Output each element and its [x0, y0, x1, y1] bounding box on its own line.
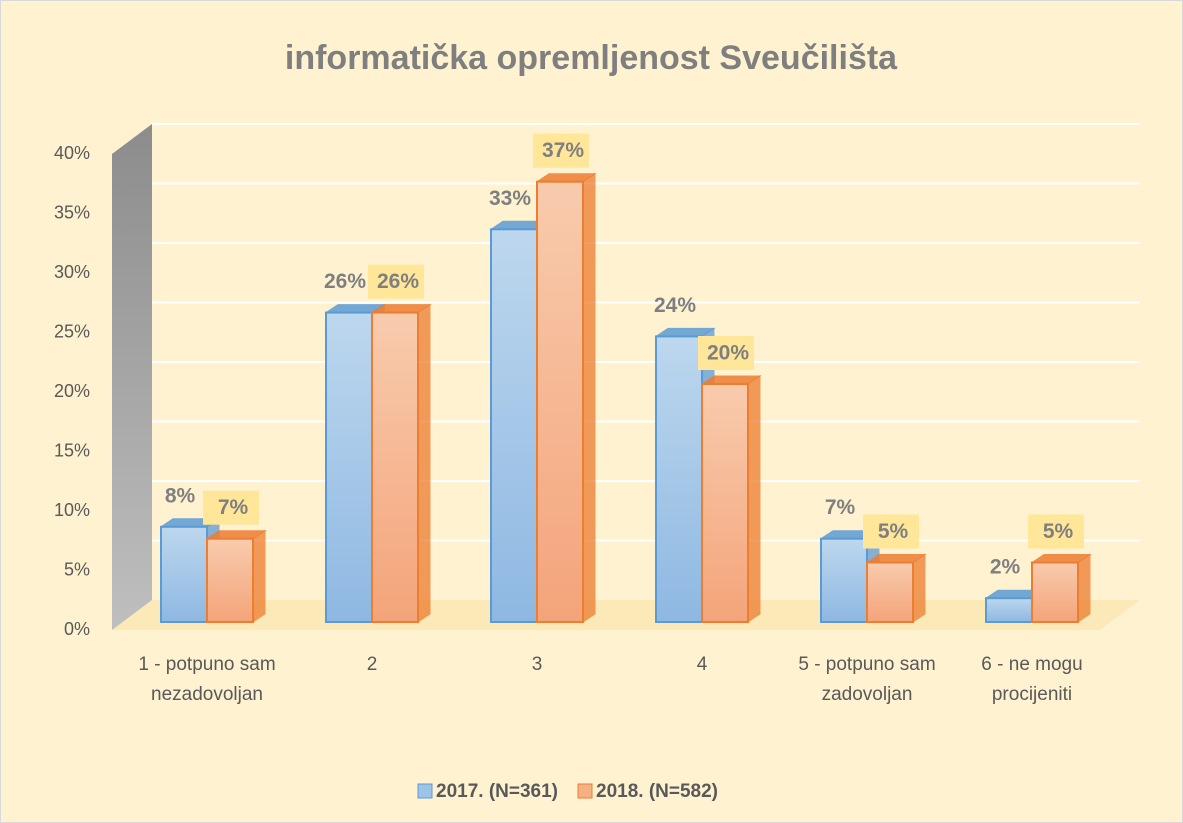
bar	[490, 228, 538, 624]
legend-label: 2018. (N=582)	[596, 781, 718, 802]
y-tick-label: 40%	[54, 143, 90, 163]
bar	[536, 180, 584, 623]
bar	[1031, 561, 1079, 623]
data-label: 5%	[1043, 520, 1074, 543]
data-label: 8%	[165, 484, 196, 507]
chart-title: informatička opremljenost Sveučilišta	[285, 39, 898, 77]
data-label: 7%	[218, 496, 249, 519]
side-wall	[112, 124, 152, 630]
data-label: 7%	[825, 496, 856, 519]
bar-side	[912, 553, 926, 623]
bar	[985, 597, 1033, 624]
data-label: 2%	[990, 556, 1021, 579]
data-label: 33%	[489, 187, 531, 210]
data-label-box	[203, 490, 259, 525]
y-tick-label: 25%	[54, 321, 90, 341]
data-label-box	[368, 264, 424, 299]
data-label: 24%	[654, 294, 696, 317]
bar	[160, 525, 208, 623]
x-tick-label: 5 - potpuno sam zadovoljan	[798, 654, 936, 705]
data-label: 37%	[542, 139, 584, 162]
legend-swatch	[577, 783, 593, 799]
data-label-box	[533, 133, 589, 168]
y-tick-label: 0%	[64, 619, 90, 639]
bar	[325, 311, 373, 623]
data-label: 5%	[878, 520, 909, 543]
bar	[655, 335, 703, 623]
bar	[701, 383, 749, 623]
x-tick-label: 1 - potpuno sam nezadovoljan	[138, 654, 276, 705]
y-tick-label: 35%	[54, 202, 90, 222]
legend-label: 2017. (N=361)	[436, 781, 558, 802]
bar	[820, 537, 868, 624]
x-tick-label: 2	[366, 654, 378, 675]
bar-side	[1077, 553, 1091, 623]
x-tick-label: 6 - ne mogu procijeniti	[981, 654, 1083, 705]
data-label-box	[1028, 514, 1084, 549]
y-tick-label: 30%	[54, 262, 90, 282]
y-tick-label: 5%	[64, 559, 90, 579]
bar	[371, 311, 419, 623]
y-tick-label: 20%	[54, 381, 90, 401]
x-tick-label: 3	[531, 654, 543, 675]
legend-swatch	[417, 783, 433, 799]
y-tick-label: 10%	[54, 500, 90, 520]
bar-side	[417, 303, 431, 623]
data-label: 20%	[707, 342, 749, 365]
bar-side	[582, 172, 596, 623]
bar-side	[252, 529, 266, 623]
bar	[206, 537, 254, 624]
bar	[866, 561, 914, 623]
data-label: 26%	[377, 270, 419, 293]
x-tick-label: 4	[696, 654, 708, 675]
bar-side	[747, 375, 761, 623]
y-tick-label: 15%	[54, 440, 90, 460]
data-label: 26%	[324, 270, 366, 293]
data-label-box	[698, 336, 754, 370]
data-label-box	[863, 514, 919, 549]
